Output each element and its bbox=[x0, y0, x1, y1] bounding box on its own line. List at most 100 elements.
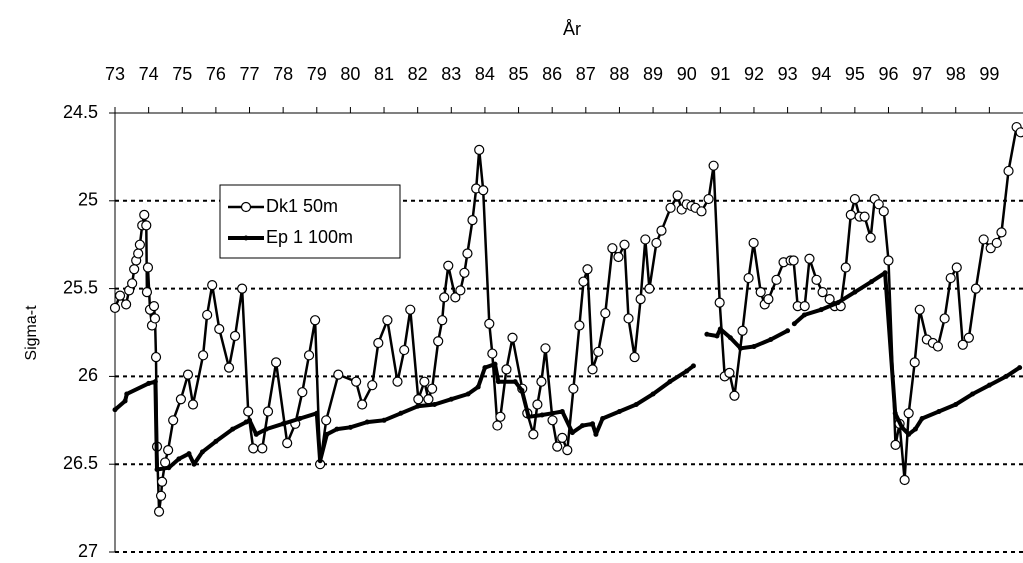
circle-marker bbox=[607, 243, 618, 254]
x-tick-label: 86 bbox=[542, 64, 562, 84]
circle-marker bbox=[724, 367, 735, 378]
circle-marker bbox=[963, 332, 974, 343]
circle-marker bbox=[600, 308, 611, 319]
circle-marker bbox=[182, 369, 194, 380]
circle-marker bbox=[547, 415, 558, 426]
dot-marker bbox=[448, 396, 454, 402]
x-tick-label: 80 bbox=[340, 64, 360, 84]
dot-marker bbox=[347, 424, 353, 430]
circle-marker bbox=[568, 383, 579, 394]
x-tick-label: 95 bbox=[845, 64, 865, 84]
circle-marker bbox=[187, 399, 199, 410]
circle-marker bbox=[150, 351, 162, 363]
circle-marker bbox=[423, 394, 434, 405]
circle-marker bbox=[737, 325, 748, 336]
dot-marker bbox=[704, 331, 710, 337]
dot-marker bbox=[986, 382, 992, 388]
circle-marker bbox=[849, 193, 860, 205]
dot-marker bbox=[526, 414, 532, 420]
x-tick-label: 84 bbox=[475, 64, 495, 84]
circle-marker bbox=[536, 376, 547, 387]
circle-marker bbox=[878, 206, 889, 217]
x-tick-label: 81 bbox=[374, 64, 394, 84]
dot-marker bbox=[569, 430, 575, 436]
circle-marker bbox=[824, 294, 835, 305]
circle-marker bbox=[163, 445, 174, 456]
dot-marker bbox=[431, 401, 437, 407]
circle-marker bbox=[574, 320, 585, 331]
x-tick-label: 91 bbox=[710, 64, 730, 84]
dot-marker bbox=[936, 409, 942, 415]
dot-marker bbox=[714, 333, 720, 339]
circle-marker bbox=[708, 160, 719, 171]
circle-marker bbox=[970, 283, 982, 294]
legend-label: Dk1 50m bbox=[266, 196, 338, 216]
circle-marker bbox=[817, 287, 828, 298]
circle-marker bbox=[459, 267, 470, 278]
circle-marker bbox=[129, 264, 140, 275]
dot-marker bbox=[785, 328, 791, 334]
circle-marker bbox=[899, 474, 910, 486]
circle-marker bbox=[703, 193, 714, 205]
circle-marker bbox=[755, 287, 766, 298]
dot-marker bbox=[247, 417, 253, 423]
circle-marker bbox=[142, 262, 154, 273]
dot-marker bbox=[112, 407, 118, 413]
dot-marker bbox=[590, 421, 596, 427]
circle-marker bbox=[501, 364, 512, 375]
circle-marker bbox=[748, 237, 759, 249]
dot-marker bbox=[801, 312, 807, 318]
x-tick-label: 93 bbox=[778, 64, 798, 84]
x-tick-label: 75 bbox=[172, 64, 192, 84]
dot-marker bbox=[882, 270, 888, 276]
circle-marker bbox=[651, 237, 662, 249]
circle-marker bbox=[427, 383, 438, 394]
dot-marker bbox=[912, 426, 918, 432]
circle-marker bbox=[168, 415, 179, 426]
dot-marker bbox=[280, 421, 286, 427]
dot-marker bbox=[166, 465, 172, 471]
dot-marker bbox=[791, 321, 797, 327]
circle-marker bbox=[202, 309, 213, 321]
circle-marker bbox=[433, 336, 444, 347]
circle-marker bbox=[133, 248, 144, 259]
circle-marker bbox=[845, 209, 856, 220]
circle-marker bbox=[248, 443, 259, 454]
x-tick-label: 87 bbox=[576, 64, 596, 84]
circle-marker bbox=[763, 294, 774, 305]
x-tick-label: 99 bbox=[979, 64, 999, 84]
dot-marker bbox=[559, 409, 565, 415]
circle-marker bbox=[528, 429, 539, 440]
circle-marker bbox=[443, 260, 454, 271]
y-tick-label: 25 bbox=[78, 190, 98, 210]
circle-marker bbox=[257, 443, 268, 454]
dot-marker bbox=[892, 410, 898, 416]
y-tick-label: 26 bbox=[78, 365, 98, 385]
x-tick-label: 78 bbox=[273, 64, 293, 84]
circle-marker bbox=[743, 272, 754, 284]
circle-marker bbox=[419, 376, 430, 387]
dot-marker bbox=[146, 380, 152, 386]
x-tick-label: 74 bbox=[139, 64, 159, 84]
x-tick-label: 98 bbox=[946, 64, 966, 84]
circle-marker bbox=[156, 476, 168, 487]
circle-marker bbox=[484, 318, 495, 329]
circle-marker bbox=[804, 253, 815, 264]
circle-marker bbox=[382, 315, 393, 326]
circle-marker bbox=[262, 406, 274, 417]
circle-marker bbox=[883, 255, 894, 266]
circle-marker bbox=[155, 490, 167, 501]
circle-marker bbox=[487, 348, 498, 359]
dot-marker bbox=[475, 384, 481, 390]
x-tick-label: 89 bbox=[643, 64, 663, 84]
circle-marker bbox=[507, 332, 518, 343]
dot-marker bbox=[191, 461, 197, 467]
dot-marker bbox=[398, 410, 404, 416]
dot-marker bbox=[768, 337, 774, 343]
dot-marker bbox=[519, 387, 525, 393]
circle-marker bbox=[613, 251, 624, 263]
legend-label: Ep 1 100m bbox=[266, 227, 353, 247]
circle-marker bbox=[148, 301, 160, 312]
legend-box bbox=[219, 184, 401, 259]
